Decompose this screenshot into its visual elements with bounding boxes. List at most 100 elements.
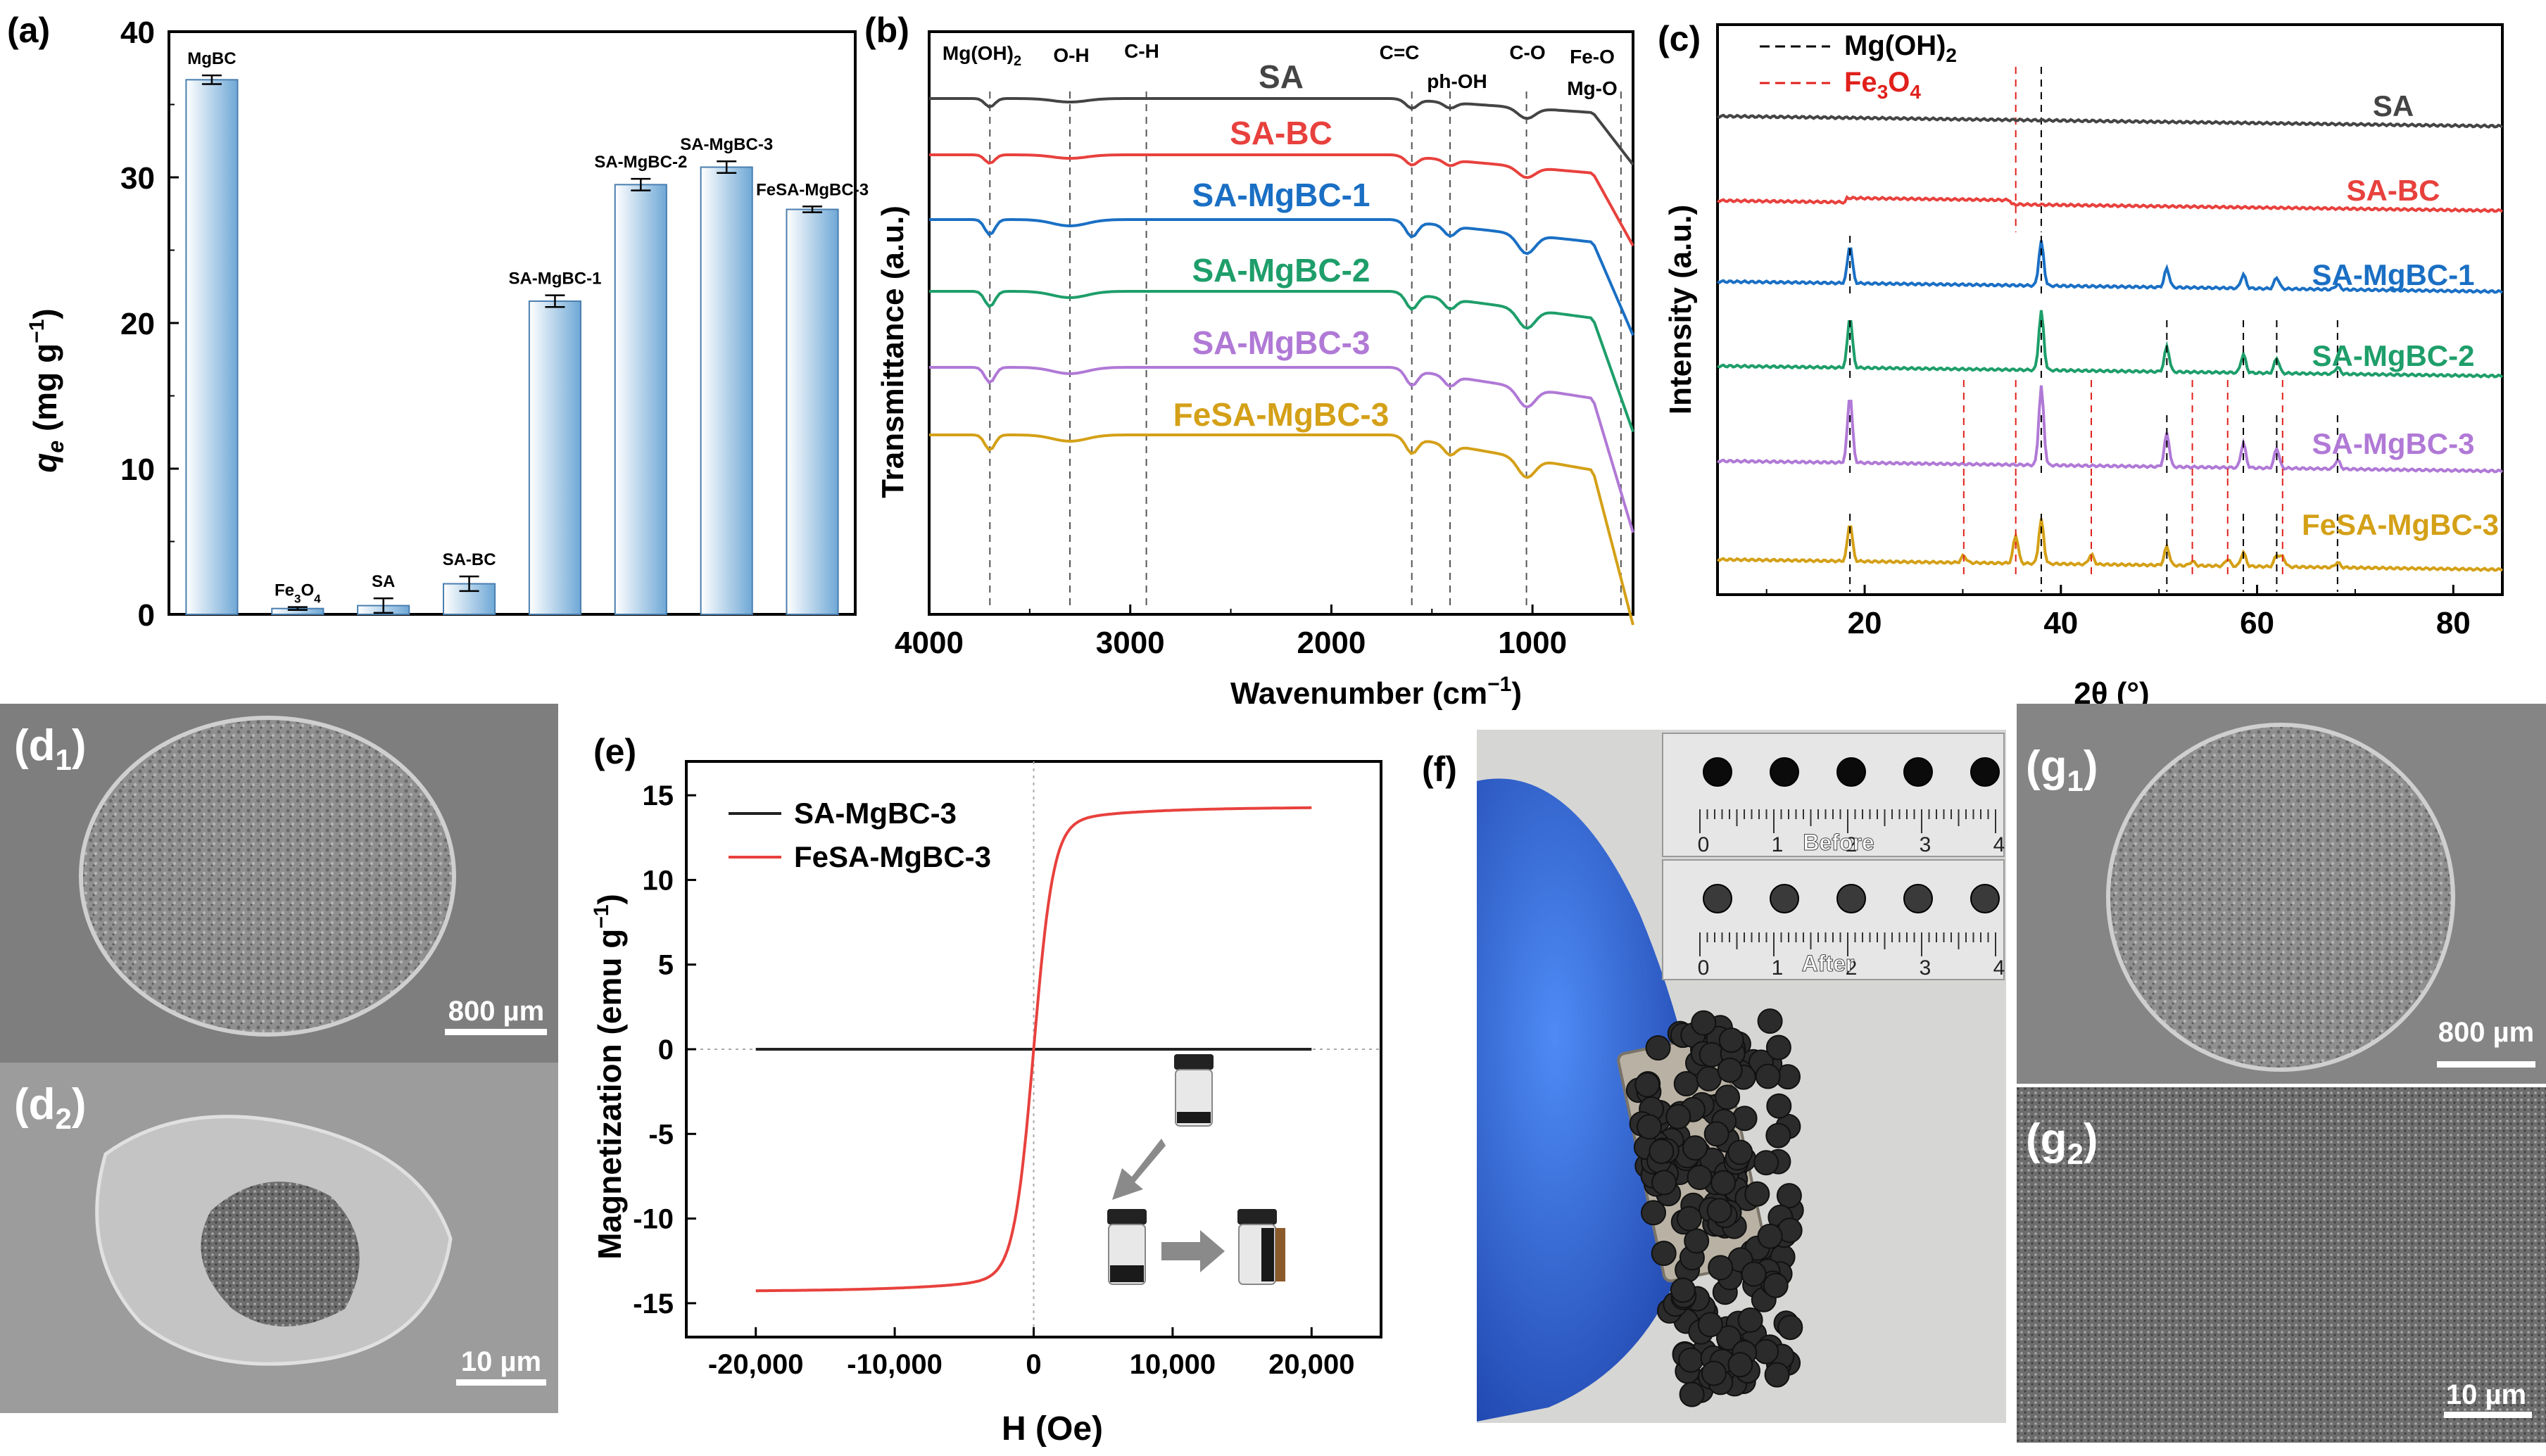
b-series-line xyxy=(929,290,1634,433)
bead xyxy=(1763,1272,1789,1298)
vial-top xyxy=(1174,1054,1214,1070)
g2-sem-image xyxy=(2017,1087,2546,1443)
e-xtick-label: 10,000 xyxy=(1130,1349,1216,1380)
bead xyxy=(1687,1165,1713,1191)
a-bar-label: SA-MgBC-1 xyxy=(508,270,601,289)
label-sub: 2 xyxy=(1946,44,1957,66)
e-ytick-label: -15 xyxy=(633,1289,674,1319)
c-series-line xyxy=(1717,385,2504,474)
label-sub: 3 xyxy=(294,593,301,606)
b-series-line xyxy=(929,97,1634,166)
b-peak-label: C-O xyxy=(1509,42,1545,63)
a-ytick-label: 40 xyxy=(120,15,155,50)
a-bar xyxy=(786,208,839,616)
bead xyxy=(1777,1315,1803,1341)
a-bar xyxy=(185,79,239,615)
ftir-plot: 4000 3000 2000 1000 Mg(OH)2 O-H C-H C=C ph-OH C-O… xyxy=(895,30,1634,660)
ruler-after-label: After xyxy=(1802,951,1855,976)
bead xyxy=(1710,1170,1737,1196)
d1-bead-image xyxy=(79,716,456,1037)
panel-d1: (d1) 800 µm xyxy=(0,704,558,1063)
b-ylabel: Transmittance (a.u.) xyxy=(876,205,910,498)
c-series-line xyxy=(1717,194,2504,213)
b-series-label: SA xyxy=(1259,58,1304,95)
panel-e: (e) -20,000 -10,000 0 10,000 20,000 -15 -10 -5 0… xyxy=(590,732,1382,1448)
e-ytick-label: 15 xyxy=(643,780,674,811)
bead xyxy=(1765,1122,1791,1148)
b-xtick-label: 2000 xyxy=(1297,626,1366,660)
b-peak-label: Fe-O xyxy=(1570,46,1615,68)
c-legend-label: Mg(OH)2 xyxy=(1844,30,1957,66)
bead xyxy=(1717,1057,1743,1083)
ruler-bead xyxy=(1903,884,1933,913)
c-xtick-label: 80 xyxy=(2436,606,2471,640)
e-ytick-label: 10 xyxy=(643,865,674,896)
ruler-bead xyxy=(1903,757,1933,787)
bead xyxy=(1757,1223,1783,1249)
ruler-bead xyxy=(1703,884,1732,913)
panel-f: 0 1 2 3 4 0 1 2 3 4 Before After (f) xyxy=(1422,730,2006,1423)
a-ytick-label: 30 xyxy=(120,161,155,196)
f-glove xyxy=(1477,778,1701,1422)
panel-g2: (g2) 10 µm xyxy=(2017,1087,2546,1443)
magnet xyxy=(1275,1228,1285,1281)
c-series-line xyxy=(1717,240,2504,294)
b-xtick-label: 4000 xyxy=(895,626,964,660)
b-series-label: SA-MgBC-3 xyxy=(1192,324,1370,361)
b-xtick-label: 3000 xyxy=(1096,626,1165,660)
vial-left-top xyxy=(1107,1209,1147,1224)
e-xtick-label: 0 xyxy=(1026,1349,1041,1380)
e-legend-label: FeSA-MgBC-3 xyxy=(794,840,991,873)
a-bar-label: Fe3O4 xyxy=(275,581,321,606)
c-series-line xyxy=(1717,518,2504,572)
b-series-line xyxy=(929,366,1634,533)
c-legend-label: Fe3O4 xyxy=(1844,67,1921,103)
a-bar-label: SA xyxy=(372,572,395,591)
b-series-label: SA-BC xyxy=(1230,115,1332,151)
bead xyxy=(1634,1072,1660,1098)
vial-inset xyxy=(1107,1054,1285,1285)
panel-e-label: (e) xyxy=(593,732,636,771)
b-series-line xyxy=(929,218,1634,336)
ruler-number: 1 xyxy=(1772,833,1784,856)
c-series-label: SA-BC xyxy=(2347,174,2440,207)
ruler-number: 0 xyxy=(1698,833,1710,856)
panel-g1: (g1) 800 µm xyxy=(2017,704,2546,1084)
d2-label: (d2) xyxy=(14,1080,87,1135)
b-series-label: SA-MgBC-1 xyxy=(1192,177,1370,213)
c-ylabel: Intensity (a.u.) xyxy=(1663,205,1698,414)
bead xyxy=(1637,1114,1662,1140)
bead xyxy=(1764,1362,1790,1388)
ruler-after xyxy=(1662,859,2005,980)
bead xyxy=(1716,1325,1741,1351)
b-series-line xyxy=(929,153,1634,247)
vial-right-particles xyxy=(1261,1228,1274,1281)
a-bar-label: SA-MgBC-3 xyxy=(680,135,773,154)
panel-c-label: (c) xyxy=(1658,19,1701,58)
e-xlabel: H (Oe) xyxy=(1002,1410,1103,1448)
bead xyxy=(1703,1121,1729,1147)
bead xyxy=(1706,1198,1732,1224)
vial-right-top xyxy=(1237,1209,1277,1224)
b-axes-frame xyxy=(928,30,1634,616)
bar-chart-plot: 0 10 20 30 40 MgBC Fe3O4 SA SA-BC SA-MgBC-1 SA-MgB… xyxy=(120,15,869,633)
e-ytick-label: -10 xyxy=(633,1204,674,1235)
bead xyxy=(1651,1241,1677,1266)
b-peak-label: Mg(OH)2 xyxy=(943,42,1021,69)
a-ytick-label: 0 xyxy=(138,598,155,633)
ruler-bead xyxy=(1770,884,1799,913)
c-series-label: SA-MgBC-3 xyxy=(2312,427,2475,460)
ruler-number: 4 xyxy=(1993,833,2005,856)
bead xyxy=(1651,1170,1677,1196)
ruler-number: 2 xyxy=(1846,833,1858,856)
a-bar xyxy=(700,166,753,615)
ruler-before-label: Before xyxy=(1803,830,1874,855)
g1-scale-text: 800 µm xyxy=(2438,1017,2534,1048)
label-part: Fe xyxy=(275,581,294,600)
ruler-bead xyxy=(1836,884,1866,913)
ruler-number: 3 xyxy=(1920,833,1931,856)
c-xtick-label: 60 xyxy=(2240,606,2274,640)
a-ytick-label: 10 xyxy=(120,452,155,487)
d1-label: (d1) xyxy=(14,721,87,776)
